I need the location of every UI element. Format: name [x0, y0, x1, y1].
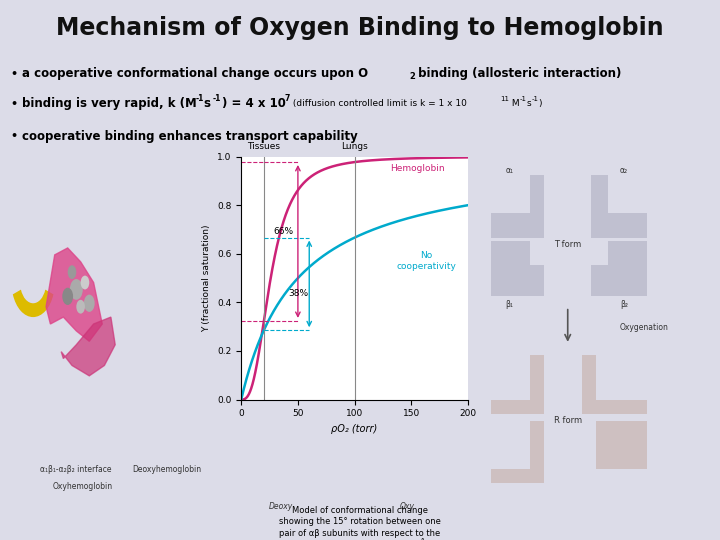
Text: -1: -1	[213, 94, 222, 103]
Text: binding (allosteric interaction): binding (allosteric interaction)	[414, 67, 621, 80]
Text: s: s	[526, 99, 531, 109]
Polygon shape	[490, 176, 544, 238]
Text: Oxygenation: Oxygenation	[619, 323, 668, 332]
Text: -1: -1	[532, 96, 539, 102]
Polygon shape	[61, 317, 115, 376]
Wedge shape	[13, 289, 53, 317]
Text: 66%: 66%	[273, 227, 293, 236]
Text: Oxy: Oxy	[400, 502, 414, 511]
Text: (diffusion controlled limit is k = 1 x 10: (diffusion controlled limit is k = 1 x 1…	[290, 99, 467, 109]
Text: pair of αβ subunits with respect to the: pair of αβ subunits with respect to the	[279, 529, 441, 538]
Text: ) = 4 x 10: ) = 4 x 10	[222, 97, 286, 111]
Text: s: s	[203, 97, 210, 111]
Polygon shape	[490, 355, 544, 414]
Y-axis label: Y (fractional saturation): Y (fractional saturation)	[202, 224, 212, 332]
Circle shape	[76, 300, 85, 314]
Text: No
cooperativity: No cooperativity	[396, 252, 456, 271]
Text: M: M	[509, 99, 520, 109]
Text: Oxyhemoglobin: Oxyhemoglobin	[53, 482, 113, 491]
Circle shape	[70, 279, 83, 300]
Text: T form: T form	[554, 240, 581, 249]
Text: •: •	[11, 99, 18, 109]
Text: showing the 15° rotation between one: showing the 15° rotation between one	[279, 517, 441, 526]
Text: β₁: β₁	[505, 300, 513, 309]
Text: Model of conformational change: Model of conformational change	[292, 506, 428, 515]
Polygon shape	[490, 421, 544, 483]
Text: 2: 2	[409, 72, 415, 81]
Circle shape	[81, 275, 89, 289]
Text: R form: R form	[554, 416, 582, 426]
Text: α₁β₁-α₂β₂ interface: α₁β₁-α₂β₂ interface	[40, 464, 111, 474]
Circle shape	[68, 265, 76, 279]
Text: Mechanism of Oxygen Binding to Hemoglobin: Mechanism of Oxygen Binding to Hemoglobi…	[56, 16, 664, 40]
Text: -1: -1	[196, 94, 204, 103]
Text: 7: 7	[284, 94, 289, 103]
Text: -1: -1	[520, 96, 527, 102]
Polygon shape	[591, 241, 647, 296]
Text: ): )	[539, 99, 542, 109]
Text: α₂: α₂	[620, 166, 628, 175]
Text: Deoxyhemoglobin: Deoxyhemoglobin	[132, 464, 202, 474]
Text: a cooperative conformational change occurs upon O: a cooperative conformational change occu…	[22, 67, 368, 80]
Circle shape	[63, 288, 73, 305]
Text: •: •	[11, 131, 18, 141]
Text: •: •	[11, 69, 18, 79]
Text: Lungs: Lungs	[341, 143, 368, 151]
Polygon shape	[582, 421, 647, 469]
Text: Deoxy: Deoxy	[269, 502, 293, 511]
Polygon shape	[46, 248, 102, 341]
Text: α₁: α₁	[505, 166, 513, 175]
Text: Tissues: Tissues	[248, 143, 280, 151]
Circle shape	[84, 295, 95, 312]
Text: Hemoglobin: Hemoglobin	[390, 164, 444, 173]
X-axis label: ρO₂ (torr): ρO₂ (torr)	[331, 424, 378, 434]
Text: 38%: 38%	[288, 289, 308, 298]
Polygon shape	[582, 355, 647, 414]
Polygon shape	[490, 241, 544, 296]
Text: cooperative binding enhances transport capability: cooperative binding enhances transport c…	[22, 130, 357, 143]
Text: 11: 11	[500, 96, 510, 102]
Text: β₂: β₂	[620, 300, 628, 309]
Text: binding is very rapid, k (M: binding is very rapid, k (M	[22, 97, 197, 111]
Polygon shape	[591, 176, 647, 238]
